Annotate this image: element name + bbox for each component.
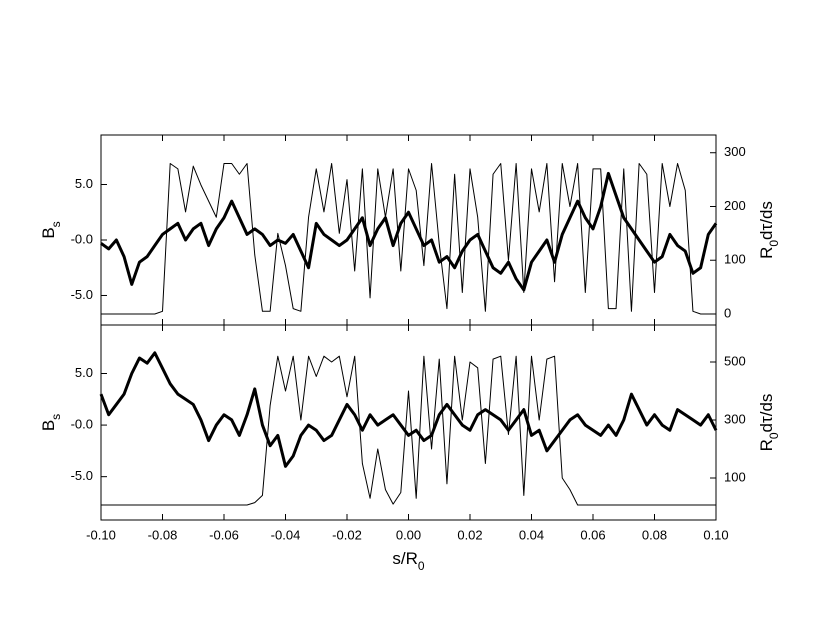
y-tick-label: -0.0 bbox=[71, 417, 93, 432]
y2-tick-label: 100 bbox=[724, 469, 746, 484]
y2-axis-label-part: dτ/ds bbox=[757, 201, 776, 240]
x-tick-label: -0.04 bbox=[271, 527, 301, 542]
y-tick-label: -0.0 bbox=[71, 231, 93, 246]
y-tick-label: -5.0 bbox=[71, 287, 93, 302]
y2-axis-label: R0dτ/ds bbox=[757, 394, 781, 452]
y2-tick-label: 300 bbox=[724, 144, 746, 159]
x-tick-label: 0.00 bbox=[396, 527, 421, 542]
x-tick-label: -0.02 bbox=[332, 527, 362, 542]
y-axis-label-part: B bbox=[39, 227, 58, 238]
y-tick-label: -5.0 bbox=[71, 468, 93, 483]
y2-axis-label: R0dτ/ds bbox=[757, 201, 781, 259]
y-axis-label: Bs bbox=[39, 221, 63, 238]
y-axis-label-part: s bbox=[49, 221, 63, 227]
x-tick-label: 0.04 bbox=[519, 527, 544, 542]
y2-axis-label-part: 0 bbox=[767, 240, 781, 247]
y-axis-label-part: s bbox=[49, 414, 63, 420]
y2-axis-label-part: 0 bbox=[767, 432, 781, 439]
x-tick-label: -0.10 bbox=[86, 527, 116, 542]
x-axis-label-part: 0 bbox=[418, 559, 425, 573]
y2-axis-label-part: dτ/ds bbox=[757, 394, 776, 433]
y-tick-label: 5.0 bbox=[75, 365, 93, 380]
x-tick-label: 0.10 bbox=[703, 527, 728, 542]
data-line bbox=[100, 171, 718, 292]
x-axis-label: s/R0 bbox=[392, 549, 425, 573]
y2-tick-label: 200 bbox=[724, 198, 746, 213]
y2-axis-label-part: R bbox=[757, 247, 776, 259]
data-line bbox=[101, 162, 716, 315]
y-axis-label-part: B bbox=[39, 420, 58, 431]
x-tick-label: 0.02 bbox=[457, 527, 482, 542]
data-line bbox=[99, 351, 718, 468]
x-axis-label-part: s/R bbox=[392, 549, 418, 568]
x-tick-label: -0.06 bbox=[209, 527, 239, 542]
y2-tick-label: 500 bbox=[724, 353, 746, 368]
y-axis-label: Bs bbox=[39, 414, 63, 431]
data-line bbox=[101, 355, 716, 506]
x-tick-label: -0.08 bbox=[148, 527, 178, 542]
y2-tick-label: 0 bbox=[724, 305, 731, 320]
y2-tick-label: 300 bbox=[724, 411, 746, 426]
y2-tick-label: 100 bbox=[724, 252, 746, 267]
y2-axis-label-part: R bbox=[757, 439, 776, 451]
y-tick-label: 5.0 bbox=[75, 176, 93, 191]
x-tick-label: 0.08 bbox=[642, 527, 667, 542]
x-tick-label: 0.06 bbox=[580, 527, 605, 542]
